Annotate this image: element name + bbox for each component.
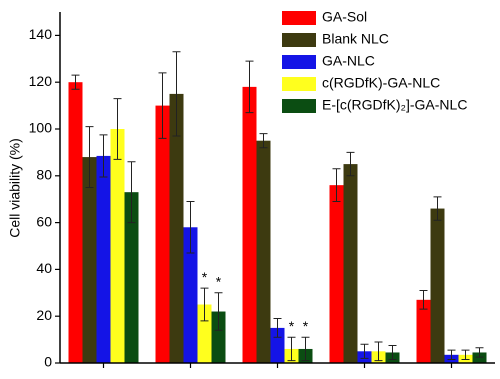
error-bar — [99, 134, 108, 178]
error-bar — [186, 201, 195, 254]
bar — [197, 304, 212, 363]
bar — [155, 105, 170, 363]
y-tick-label: 140 — [29, 26, 53, 42]
error-bar — [287, 336, 296, 362]
bar — [169, 93, 184, 364]
error-bar — [475, 347, 484, 358]
error-bar — [447, 349, 456, 360]
bar — [430, 208, 445, 363]
error-bar — [113, 98, 122, 160]
bar — [211, 311, 226, 363]
error-bar — [332, 168, 341, 203]
bar — [96, 155, 111, 363]
error-bar — [301, 336, 310, 362]
error-bar — [85, 126, 94, 188]
error-bar — [259, 133, 268, 149]
legend-swatch — [282, 33, 316, 47]
legend-swatch — [282, 99, 316, 113]
bar — [256, 140, 271, 363]
error-bar — [346, 151, 355, 177]
legend-swatch — [282, 77, 316, 91]
annotation: * — [202, 269, 208, 285]
bar — [472, 352, 487, 363]
legend-swatch — [282, 55, 316, 69]
error-bar — [200, 287, 209, 322]
error-bar — [273, 318, 282, 338]
legend-label: GA-NLC — [322, 53, 375, 69]
legend-label: E-[c(RGDfK)₂]-GA-NLC — [322, 97, 467, 113]
error-bar — [127, 161, 136, 224]
y-axis-label: Cell viability (%) — [7, 138, 23, 238]
bar — [68, 82, 83, 363]
error-bar — [214, 292, 223, 331]
bar — [183, 227, 198, 363]
y-tick-label: 80 — [36, 167, 52, 183]
y-tick-label: 100 — [29, 120, 53, 136]
y-tick-label: 40 — [36, 260, 52, 276]
y-tick-label: 120 — [29, 73, 53, 89]
legend-label: c(RGDfK)-GA-NLC — [322, 75, 440, 91]
bar — [110, 129, 125, 363]
y-tick-label: 60 — [36, 213, 52, 229]
bar — [343, 164, 358, 363]
bar — [416, 299, 431, 363]
error-bar — [158, 72, 167, 139]
error-bar — [245, 60, 254, 114]
annotation: * — [289, 318, 295, 334]
error-bar — [388, 344, 397, 360]
error-bar — [71, 74, 80, 90]
bar — [124, 192, 139, 363]
bar — [329, 185, 344, 363]
legend-label: Blank NLC — [322, 31, 389, 47]
bar — [82, 157, 97, 363]
legend-label: GA-Sol — [322, 9, 367, 25]
legend-swatch — [282, 11, 316, 25]
annotation: * — [303, 318, 309, 334]
error-bar — [433, 196, 442, 221]
error-bar — [461, 349, 470, 360]
error-bar — [172, 51, 181, 137]
bar — [270, 327, 285, 363]
bar — [242, 86, 257, 363]
y-tick-label: 20 — [36, 307, 52, 323]
y-tick-label: 0 — [44, 354, 52, 370]
error-bar — [419, 289, 428, 310]
error-bar — [360, 343, 369, 359]
annotation: * — [216, 274, 222, 290]
error-bar — [374, 341, 383, 362]
